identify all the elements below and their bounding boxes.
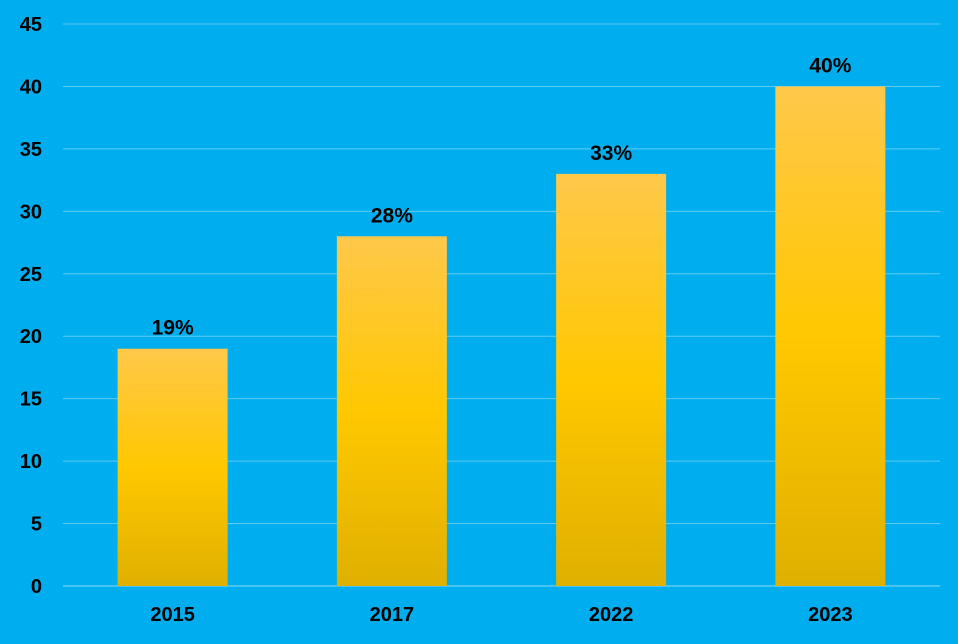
y-axis-tick-labels: 0 5 10 15 20 25 30 35 40 45 [20, 14, 42, 598]
x-tick-label-2023: 2023 [808, 604, 853, 626]
bar-2022 [556, 173, 667, 586]
x-tick-label-2017: 2017 [370, 604, 415, 626]
y-tick-label: 0 [31, 576, 42, 598]
y-tick-label: 15 [20, 389, 42, 411]
bar-2023 [775, 86, 886, 586]
x-tick-label-2022: 2022 [589, 604, 634, 626]
y-tick-label: 25 [20, 264, 42, 286]
bars [117, 86, 886, 587]
data-label-2015: 19% [152, 317, 194, 340]
x-tick-label-2015: 2015 [150, 604, 195, 626]
y-tick-label: 40 [20, 76, 42, 98]
y-tick-label: 10 [20, 451, 42, 473]
y-tick-label: 45 [20, 14, 42, 36]
y-tick-label: 35 [20, 139, 42, 161]
data-labels: 19% 28% 33% 40% [152, 54, 852, 339]
data-label-2023: 40% [809, 54, 851, 77]
bar-2017 [336, 236, 447, 587]
data-label-2017: 28% [371, 204, 413, 227]
x-axis-tick-labels: 2015 2017 2022 2023 [150, 604, 852, 626]
y-tick-label: 20 [20, 326, 42, 348]
y-tick-label: 5 [31, 514, 42, 536]
bar-2015 [117, 348, 228, 586]
data-label-2022: 33% [590, 142, 632, 165]
y-tick-label: 30 [20, 201, 42, 223]
